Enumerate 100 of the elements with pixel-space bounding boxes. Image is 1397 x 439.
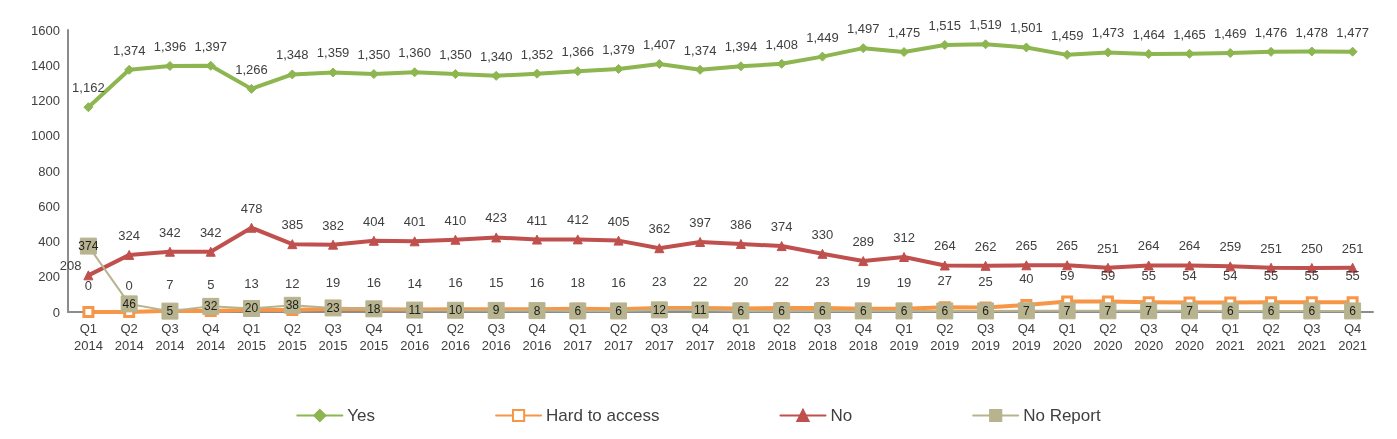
data-label: 22 — [692, 274, 708, 290]
data-label: 1,350 — [357, 47, 391, 63]
x-tick-label: Q2 2017 — [604, 321, 634, 353]
y-tick-label: 200 — [38, 269, 60, 285]
data-label: 18 — [367, 301, 381, 316]
data-label: 27 — [937, 273, 953, 289]
data-label: 1,348 — [276, 47, 309, 63]
x-tick-label: Q2 2019 — [930, 321, 960, 353]
data-label: 0 — [84, 278, 93, 293]
data-label: 478 — [240, 200, 263, 216]
data-label: 0 — [125, 278, 133, 293]
data-label: 54 — [1182, 268, 1197, 284]
data-label: 1,497 — [846, 21, 880, 37]
data-label: 6 — [1349, 303, 1357, 318]
data-label: 46 — [122, 296, 137, 311]
data-label: 12 — [285, 275, 300, 291]
data-label: 1,379 — [602, 41, 635, 57]
data-label: 1,407 — [643, 37, 676, 53]
data-label: 405 — [607, 213, 630, 229]
x-tick-label: Q1 2016 — [400, 321, 430, 353]
data-label: 385 — [281, 217, 304, 233]
x-tick-label: Q3 2014 — [155, 321, 185, 353]
x-tick-label: Q1 2015 — [237, 321, 266, 353]
data-label: 1,359 — [316, 45, 350, 61]
legend-label: Hard to access — [546, 406, 660, 425]
data-label: 54 — [1223, 268, 1238, 284]
data-label: 1,396 — [153, 38, 187, 54]
data-label: 55 — [1345, 268, 1360, 284]
data-label: 1,374 — [683, 42, 717, 58]
data-label: 1,266 — [235, 61, 268, 77]
data-label: 32 — [204, 299, 218, 314]
data-label: 19 — [325, 274, 341, 290]
data-label: 1,464 — [1132, 26, 1165, 42]
x-tick-label: Q3 2020 — [1134, 321, 1164, 353]
data-label: 262 — [974, 238, 997, 254]
data-label: 1,397 — [194, 38, 228, 54]
data-label: 23 — [652, 273, 667, 289]
data-label: 1,477 — [1336, 24, 1369, 40]
data-label: 16 — [529, 275, 545, 291]
data-label: 1,352 — [520, 46, 554, 62]
data-label: 312 — [893, 230, 915, 246]
data-label: 7 — [1063, 303, 1071, 318]
data-label: 59 — [1059, 267, 1075, 283]
y-tick-label: 1000 — [31, 128, 60, 144]
data-label: 20 — [733, 274, 749, 290]
y-tick-label: 1400 — [31, 57, 60, 73]
x-tick-label: Q2 2015 — [277, 321, 307, 353]
data-label: 19 — [856, 274, 871, 290]
data-label: 55 — [1263, 268, 1279, 284]
data-label: 23 — [815, 273, 830, 289]
data-label: 1,350 — [439, 47, 472, 63]
y-tick-label: 1200 — [31, 93, 60, 108]
data-label: 19 — [896, 274, 912, 290]
data-label: 16 — [611, 275, 626, 291]
data-label: 264 — [933, 238, 956, 254]
x-tick-label: Q1 2018 — [726, 321, 756, 353]
data-label: 362 — [648, 221, 671, 237]
data-label: 259 — [1219, 239, 1242, 255]
data-label: 16 — [366, 275, 382, 291]
data-label: 289 — [852, 234, 875, 250]
x-tick-label: Q1 2021 — [1215, 321, 1245, 353]
data-label: 6 — [941, 303, 949, 318]
data-label: 1,515 — [928, 17, 962, 33]
data-label: 324 — [118, 227, 141, 243]
data-label: 374 — [770, 219, 793, 235]
data-label: 412 — [566, 212, 589, 228]
data-label: 6 — [819, 303, 827, 318]
data-label: 397 — [689, 215, 711, 231]
data-label: 5 — [207, 277, 215, 293]
data-label: 265 — [1015, 238, 1038, 254]
data-label: 38 — [285, 298, 300, 313]
data-label: 264 — [1137, 238, 1160, 254]
data-label: 330 — [811, 226, 834, 242]
data-label: 1,469 — [1213, 26, 1247, 42]
data-label: 55 — [1304, 268, 1320, 284]
x-tick-label: Q2 2018 — [767, 321, 797, 353]
data-label: 6 — [778, 303, 786, 318]
data-label: 6 — [859, 303, 867, 318]
data-label: 11 — [693, 303, 707, 318]
data-label: 7 — [1186, 303, 1194, 318]
data-label: 1,449 — [806, 29, 839, 45]
data-label: 8 — [533, 303, 541, 318]
data-label: 1,519 — [969, 17, 1002, 33]
y-tick-label: 600 — [38, 198, 60, 214]
data-label: 342 — [199, 224, 222, 240]
x-tick-label: Q1 2020 — [1052, 321, 1082, 353]
x-tick-label: Q1 2014 — [73, 321, 103, 353]
x-tick-label: Q4 2017 — [685, 321, 715, 353]
data-label: 250 — [1300, 240, 1323, 256]
data-label: 1,459 — [1050, 27, 1084, 43]
x-tick-label: Q4 2020 — [1175, 321, 1204, 353]
data-label: 1,478 — [1295, 24, 1329, 40]
data-label: 6 — [574, 303, 582, 318]
x-tick-label: Q3 2017 — [644, 321, 674, 353]
data-label: 9 — [492, 303, 500, 318]
data-label: 1,374 — [112, 42, 146, 58]
x-tick-label: Q3 2018 — [807, 321, 837, 353]
data-label: 1,366 — [561, 44, 595, 60]
data-label: 13 — [244, 275, 259, 291]
x-tick-label: Q2 2021 — [1256, 321, 1286, 353]
